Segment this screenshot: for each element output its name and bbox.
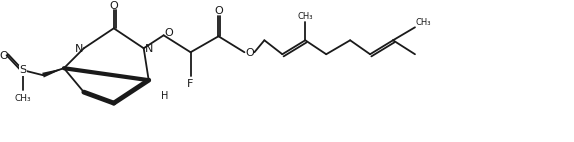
Text: CH₃: CH₃: [15, 94, 32, 103]
Text: O: O: [245, 48, 254, 58]
Text: S: S: [20, 65, 26, 75]
Text: N: N: [145, 44, 153, 54]
Text: S: S: [20, 65, 26, 75]
Text: N: N: [75, 44, 83, 54]
Polygon shape: [42, 68, 64, 78]
Text: CH₃: CH₃: [415, 18, 430, 27]
Text: F: F: [187, 79, 193, 89]
Text: O: O: [110, 1, 118, 11]
Text: CH₃: CH₃: [297, 12, 313, 21]
Text: H: H: [161, 91, 168, 101]
Text: O: O: [214, 6, 223, 16]
Text: O: O: [0, 51, 9, 61]
Text: O: O: [164, 28, 173, 38]
